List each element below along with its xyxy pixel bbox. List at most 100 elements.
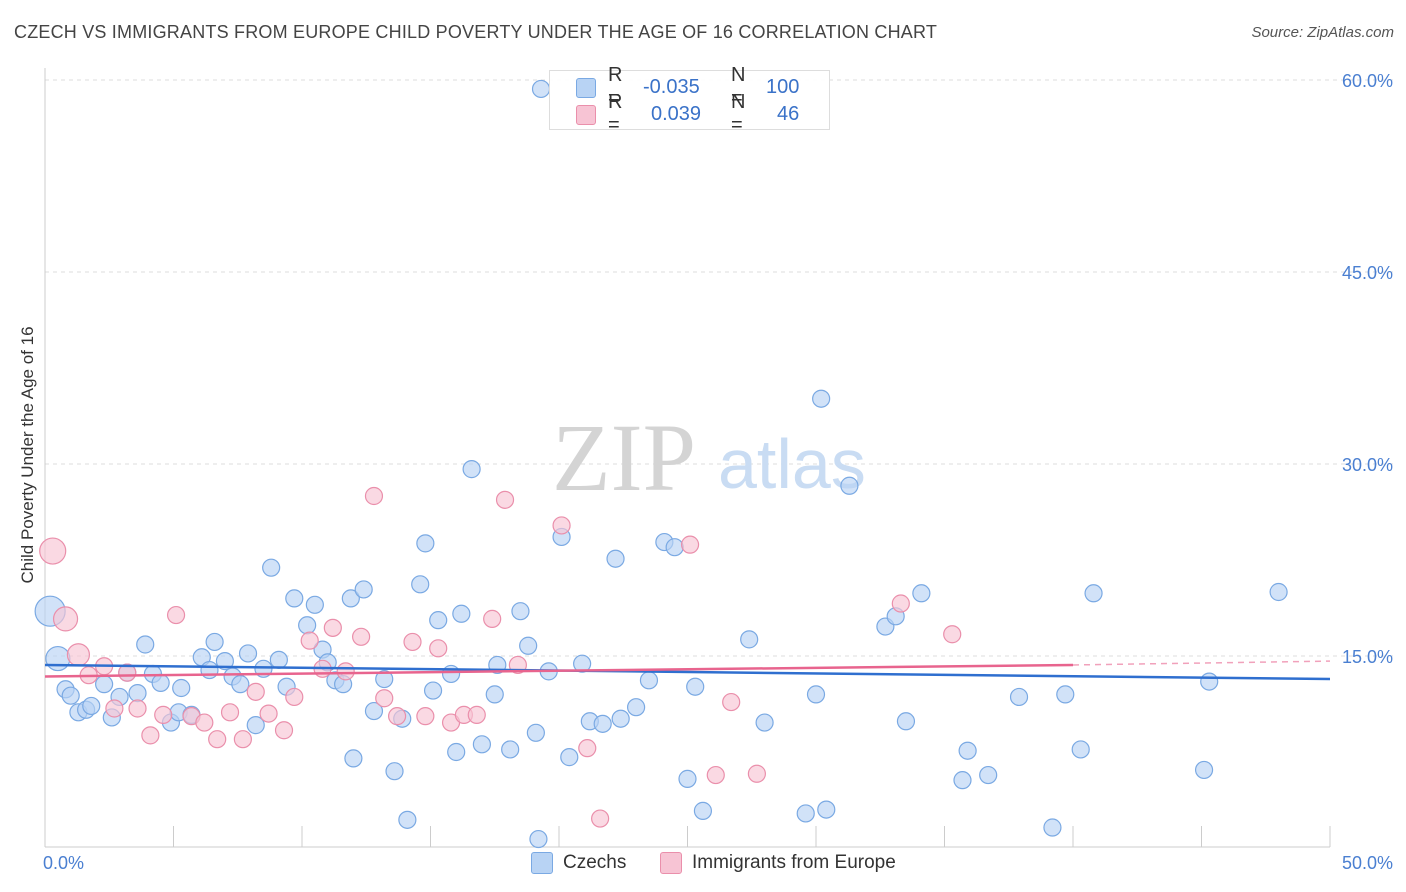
czechs-point-28 bbox=[262, 558, 281, 577]
czechs-point-47 bbox=[416, 534, 435, 553]
czechs-n-label: N = bbox=[731, 64, 746, 109]
czechs-point-53 bbox=[462, 460, 481, 479]
czechs-point-39 bbox=[344, 749, 363, 768]
czechs-point-50 bbox=[441, 664, 461, 684]
czechs-point-83 bbox=[817, 800, 836, 819]
czechs-point-87 bbox=[896, 712, 916, 731]
czechs-r-label: R = bbox=[608, 64, 623, 109]
czechs-point-7 bbox=[95, 675, 114, 694]
y-tick-label-1: 30.0% bbox=[1342, 455, 1393, 475]
czechs-point-24 bbox=[231, 675, 250, 694]
immigrants-point-6 bbox=[118, 663, 137, 682]
y-tick-label-2: 45.0% bbox=[1342, 263, 1393, 283]
czechs-point-12 bbox=[136, 635, 155, 654]
czechs-point-90 bbox=[958, 741, 977, 760]
immigrants-swatch bbox=[576, 105, 596, 125]
czechs-point-25 bbox=[238, 644, 258, 663]
czechs-n-value: 100 bbox=[766, 75, 800, 98]
immigrants-point-45 bbox=[943, 625, 962, 644]
immigrants-point-40 bbox=[680, 535, 700, 554]
immigrants-point-27 bbox=[387, 707, 407, 726]
czechs-point-22 bbox=[215, 652, 234, 671]
immigrants-n-value: 46 bbox=[777, 102, 800, 125]
czechs-r-value: -0.035 bbox=[643, 75, 700, 98]
czechs-point-17 bbox=[172, 678, 191, 698]
immigrants-point-1 bbox=[52, 606, 79, 632]
czechs-point-99 bbox=[1269, 582, 1288, 602]
immigrants-point-18 bbox=[274, 721, 294, 740]
czechs-point-46 bbox=[411, 575, 430, 594]
immigrants-point-22 bbox=[323, 618, 342, 637]
czechs-point-1 bbox=[45, 645, 71, 672]
czechs-point-72 bbox=[639, 671, 659, 690]
immigrants-point-19 bbox=[285, 687, 304, 707]
czechs-point-92 bbox=[1009, 687, 1029, 707]
trend-lines bbox=[44, 660, 1331, 681]
immigrants-point-41 bbox=[706, 765, 725, 785]
czechs-point-42 bbox=[375, 669, 394, 689]
immigrants-point-24 bbox=[352, 627, 371, 646]
czechs-point-52 bbox=[452, 604, 471, 623]
legend-czechs[interactable]: Czechs bbox=[531, 852, 626, 874]
immigrants-point-37 bbox=[552, 516, 571, 535]
legend-czechs-swatch bbox=[531, 852, 553, 874]
czechs-point-57 bbox=[501, 740, 520, 759]
czechs-trend-line bbox=[44, 663, 1331, 681]
stats-legend-box: R = -0.035 N = 100 R = 0.039 N = 46 bbox=[549, 64, 830, 136]
czechs-point-3 bbox=[61, 686, 80, 705]
immigrants-point-30 bbox=[429, 639, 448, 658]
immigrants-point-9 bbox=[154, 705, 173, 724]
immigrants-point-7 bbox=[128, 699, 147, 718]
x-tick-label-0: 0.0% bbox=[43, 853, 84, 873]
immigrants-r-value: 0.039 bbox=[651, 102, 702, 125]
immigrants-point-10 bbox=[166, 605, 186, 625]
czechs-point-93 bbox=[1043, 818, 1062, 837]
y-tick-label-3: 60.0% bbox=[1342, 71, 1393, 91]
czechs-point-11 bbox=[128, 684, 147, 703]
immigrants-point-2 bbox=[66, 643, 91, 667]
czechs-point-49 bbox=[429, 611, 448, 630]
czechs-point-33 bbox=[305, 595, 324, 614]
czechs-point-14 bbox=[151, 673, 170, 692]
czechs-point-66 bbox=[573, 654, 592, 673]
legend-immigrants-label: Immigrants from Europe bbox=[692, 852, 896, 873]
czechs-point-81 bbox=[806, 685, 826, 704]
czechs-point-74 bbox=[665, 538, 684, 557]
immigrants-point-5 bbox=[105, 699, 124, 718]
czechs-point-54 bbox=[472, 735, 491, 754]
immigrants-point-43 bbox=[747, 764, 766, 783]
czechs-point-58 bbox=[511, 602, 530, 621]
immigrants-point-26 bbox=[375, 689, 394, 708]
czechs-swatch bbox=[576, 78, 596, 98]
legend-immigrants-swatch bbox=[660, 852, 682, 874]
czechs-point-71 bbox=[626, 698, 646, 717]
czechs-point-32 bbox=[298, 616, 317, 635]
legend-czechs-label: Czechs bbox=[563, 852, 627, 873]
legend-immigrants[interactable]: Immigrants from Europe bbox=[660, 852, 896, 874]
watermark-atlas: atlas bbox=[718, 425, 866, 503]
immigrants-point-8 bbox=[141, 726, 160, 745]
immigrants-point-17 bbox=[259, 704, 278, 723]
axes bbox=[44, 68, 1331, 848]
czechs-point-78 bbox=[740, 630, 759, 649]
immigrants-point-44 bbox=[891, 594, 910, 613]
y-axis-label: Child Poverty Under the Age of 16 bbox=[18, 326, 37, 583]
y-tick-label-0: 15.0% bbox=[1342, 647, 1393, 667]
czechs-point-60 bbox=[526, 723, 545, 742]
czechs-point-94 bbox=[1056, 685, 1075, 704]
czechs-point-20 bbox=[200, 660, 219, 680]
immigrants-point-33 bbox=[467, 705, 486, 724]
immigrants-point-16 bbox=[246, 682, 265, 701]
czechs-point-21 bbox=[205, 632, 224, 652]
immigrants-point-34 bbox=[483, 609, 502, 628]
chart-title: CZECH VS IMMIGRANTS FROM EUROPE CHILD PO… bbox=[14, 22, 938, 42]
czechs-point-45 bbox=[398, 810, 417, 829]
data-points bbox=[34, 79, 1288, 849]
immigrants-point-23 bbox=[336, 662, 355, 681]
czechs-point-96 bbox=[1084, 584, 1103, 603]
immigrants-point-20 bbox=[300, 631, 319, 650]
immigrants-r-label: R = bbox=[608, 91, 623, 136]
czechs-point-29 bbox=[269, 650, 288, 669]
immigrants-point-14 bbox=[220, 703, 240, 722]
czechs-point-40 bbox=[354, 580, 373, 599]
